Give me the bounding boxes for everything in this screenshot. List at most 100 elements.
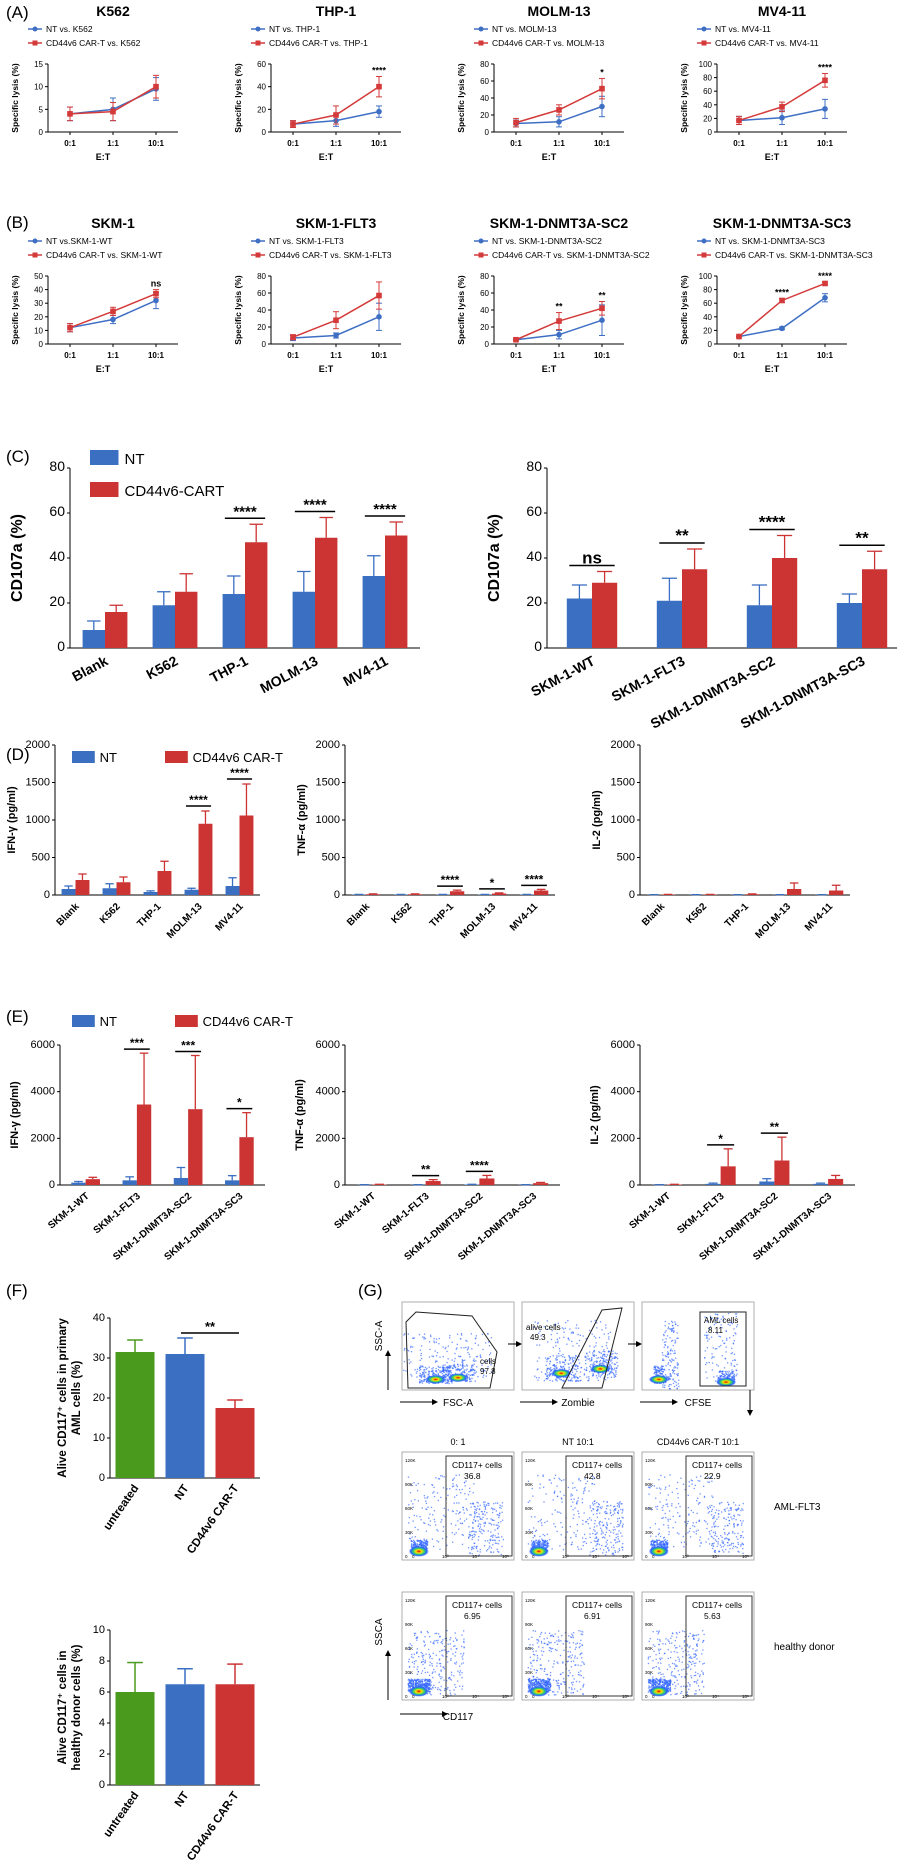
- event-dot: [596, 1510, 599, 1512]
- event-dot: [433, 1495, 436, 1498]
- event-dot: [429, 1679, 431, 1681]
- event-dot: [419, 1683, 422, 1686]
- y-tick-label: 6: [99, 1686, 105, 1698]
- event-dot: [590, 1541, 592, 1544]
- event-dot: [430, 1694, 432, 1696]
- event-dot: [429, 1687, 431, 1689]
- event-dot: [737, 1538, 739, 1540]
- y-tick-label: 0: [99, 1472, 105, 1484]
- event-dot: [471, 1547, 473, 1549]
- event-dot: [556, 1495, 559, 1498]
- event-dot: [455, 1661, 458, 1663]
- event-dot: [409, 1682, 411, 1684]
- event-dot: [408, 1666, 411, 1668]
- event-dot: [472, 1365, 474, 1367]
- event-dot: [679, 1505, 681, 1508]
- event-dot: [542, 1541, 544, 1543]
- event-dot: [466, 1368, 468, 1370]
- event-dot: [545, 1543, 547, 1545]
- event-dot: [470, 1534, 472, 1537]
- event-dot: [654, 1367, 657, 1370]
- gate: [445, 1455, 513, 1557]
- event-dot: [742, 1520, 744, 1522]
- event-dot: [547, 1367, 550, 1370]
- event-dot: [576, 1324, 578, 1326]
- event-dot: [619, 1524, 621, 1526]
- event-dot: [616, 1505, 619, 1507]
- event-dot: [437, 1373, 439, 1375]
- event-dot: [669, 1365, 671, 1367]
- event-dot: [558, 1337, 561, 1339]
- event-dot: [742, 1543, 744, 1545]
- event-dot: [416, 1544, 419, 1546]
- event-dot: [434, 1524, 437, 1526]
- event-dot: [707, 1508, 709, 1510]
- x-tick-label: 0:1: [510, 351, 522, 360]
- event-dot: [453, 1533, 456, 1536]
- event-dot: [471, 1377, 473, 1380]
- event-dot: [486, 1548, 489, 1551]
- event-dot: [693, 1531, 695, 1533]
- y-tick-label: 120K: [525, 1458, 536, 1463]
- event-dot: [591, 1356, 593, 1359]
- event-dot: [543, 1534, 546, 1537]
- event-dot: [568, 1359, 571, 1361]
- event-dot: [578, 1477, 580, 1480]
- event-dot: [610, 1531, 612, 1533]
- event-dot: [610, 1522, 612, 1525]
- event-dot: [720, 1370, 723, 1373]
- event-dot: [711, 1526, 713, 1528]
- event-dot: [477, 1539, 480, 1541]
- event-dot: [671, 1339, 674, 1342]
- event-dot: [536, 1684, 538, 1687]
- event-dot: [572, 1331, 574, 1333]
- event-dot: [655, 1506, 657, 1508]
- gating-arrowhead: [636, 1341, 642, 1347]
- event-dot: [594, 1522, 596, 1525]
- event-dot: [431, 1355, 433, 1357]
- event-dot: [457, 1520, 459, 1522]
- event-dot: [422, 1542, 424, 1544]
- event-dot: [674, 1350, 676, 1352]
- event-dot: [410, 1361, 412, 1363]
- x-tick-label: 10⁵: [502, 1694, 509, 1699]
- event-dot: [471, 1548, 473, 1551]
- event-dot: [738, 1551, 740, 1553]
- event-dot: [727, 1538, 729, 1540]
- event-dot: [444, 1637, 446, 1640]
- event-dot: [656, 1373, 658, 1375]
- x-axis-label: E:T: [319, 364, 334, 374]
- legend-marker: [701, 252, 707, 258]
- x-arrowhead: [672, 1399, 678, 1405]
- event-dot: [660, 1488, 662, 1490]
- event-dot: [582, 1631, 584, 1633]
- event-dot: [671, 1327, 673, 1330]
- panel-label-d: (D): [6, 745, 30, 764]
- event-dot: [478, 1530, 481, 1532]
- event-dot: [468, 1526, 470, 1528]
- bar: [188, 1109, 203, 1185]
- event-dot: [622, 1546, 624, 1549]
- legend-marker: [478, 40, 484, 46]
- event-dot: [592, 1532, 594, 1535]
- event-dot: [659, 1545, 662, 1547]
- event-dot: [604, 1360, 606, 1362]
- event-dot: [461, 1488, 463, 1491]
- gate-label: CD117+ cells: [572, 1460, 622, 1470]
- event-dot: [579, 1375, 581, 1378]
- event-dot: [403, 1347, 406, 1350]
- gate-value: 6.95: [464, 1611, 481, 1621]
- event-dot: [592, 1513, 595, 1516]
- event-dot: [479, 1551, 481, 1553]
- event-dot: [428, 1684, 430, 1687]
- event-dot: [429, 1661, 431, 1663]
- event-dot: [723, 1375, 726, 1377]
- event-dot: [414, 1684, 417, 1687]
- event-dot: [664, 1546, 666, 1548]
- event-dot: [721, 1355, 723, 1357]
- event-dot: [735, 1313, 738, 1315]
- event-dot: [427, 1381, 429, 1384]
- event-dot: [666, 1546, 668, 1549]
- event-dot: [544, 1540, 546, 1542]
